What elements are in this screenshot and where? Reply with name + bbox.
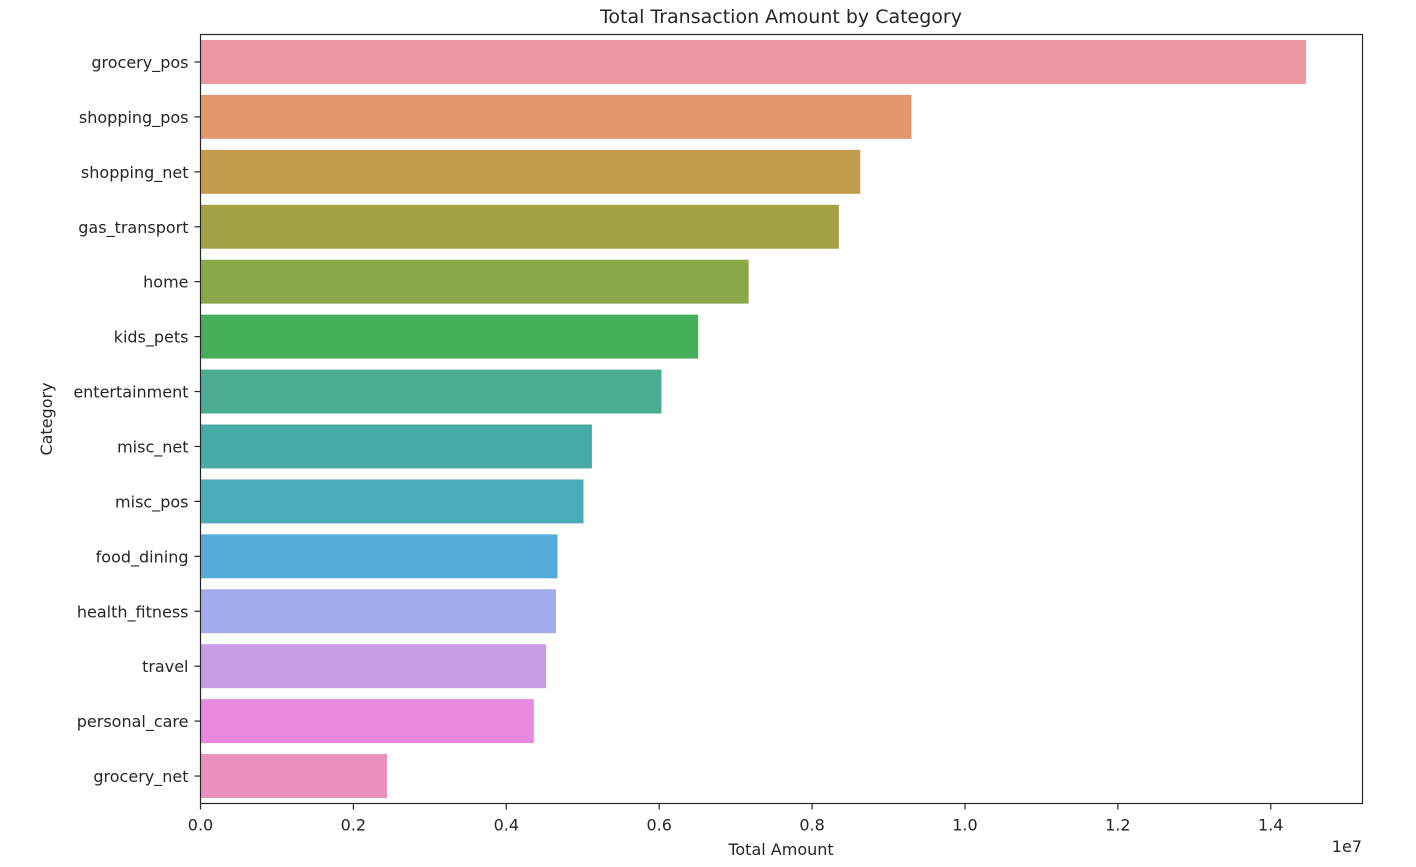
bar-shopping-net — [200, 149, 861, 194]
y-tick-label: entertainment — [73, 383, 188, 402]
bar-health-fitness — [200, 589, 556, 634]
y-tick-label: health_fitness — [77, 602, 189, 622]
y-tick-label: kids_pets — [114, 328, 189, 348]
bar-entertainment — [200, 369, 662, 414]
x-tick-label: 0.6 — [646, 816, 671, 835]
y-tick-label: gas_transport — [78, 218, 188, 238]
y-tick-label: personal_care — [77, 712, 189, 732]
y-axis-ticks: grocery_pos shopping_pos shopping_net gas_t… — [73, 53, 201, 787]
x-tick-label: 1.4 — [1258, 816, 1283, 835]
bar-kids-pets — [200, 314, 699, 359]
x-axis-offset-label: 1e7 — [1332, 837, 1362, 856]
y-tick-label: shopping_pos — [79, 108, 189, 128]
x-axis-ticks: 0.0 0.2 0.4 0.6 0.8 1.0 1.2 1.4 — [188, 803, 1283, 835]
y-tick-label: travel — [142, 657, 188, 676]
x-axis-label: Total Amount — [727, 840, 833, 859]
x-tick-label: 1.2 — [1105, 816, 1130, 835]
x-tick-label: 0.4 — [494, 816, 519, 835]
y-tick-label: shopping_net — [81, 163, 189, 183]
x-tick-label: 0.8 — [799, 816, 824, 835]
plot-frame — [199, 33, 1364, 805]
y-tick-label: grocery_pos — [91, 53, 188, 73]
y-tick-label: misc_pos — [115, 492, 188, 512]
y-tick-label: food_dining — [96, 547, 189, 567]
bar-grocery-net — [200, 754, 388, 799]
x-tick-label: 0.0 — [188, 816, 213, 835]
bar-shopping-pos — [200, 94, 912, 139]
bar-gas-transport — [200, 204, 839, 249]
bar-misc-net — [200, 424, 592, 469]
bar-grocery-pos — [200, 39, 1306, 84]
x-tick-label: 0.2 — [341, 816, 366, 835]
bar-misc-pos — [200, 479, 584, 524]
bar-food-dining — [200, 534, 558, 579]
bars-group — [200, 39, 1306, 799]
chart-title: Total Transaction Amount by Category — [599, 6, 962, 28]
y-tick-label: misc_net — [117, 437, 188, 457]
x-tick-label: 1.0 — [952, 816, 977, 835]
bar-travel — [200, 644, 547, 689]
y-tick-label: grocery_net — [93, 767, 188, 787]
bar-personal-care — [200, 699, 534, 744]
y-tick-label: home — [143, 273, 188, 292]
bar-home — [200, 259, 749, 304]
y-axis-label: Category — [37, 382, 56, 455]
